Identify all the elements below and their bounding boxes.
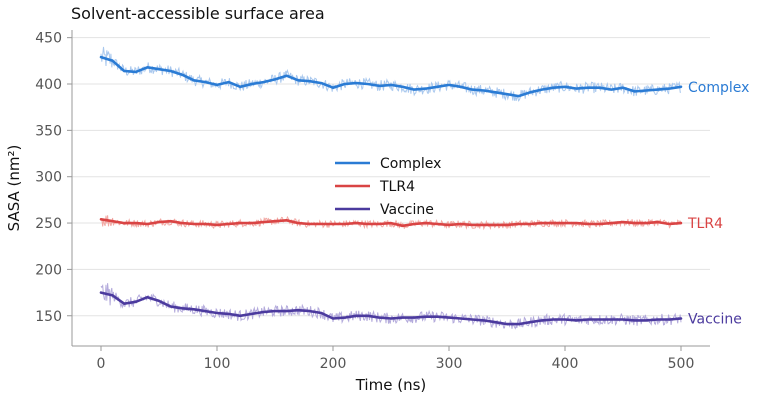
series-line-tlr4 [99,218,683,228]
raw-trace-complex [100,46,681,102]
end-label-vaccine: Vaccine [688,312,742,328]
axes [71,30,710,347]
legend-label-tlr4: TLR4 [379,179,415,195]
raw-trace-vaccine [100,283,682,330]
legend-label-complex: Complex [380,156,441,172]
gridlines [72,37,710,317]
series-end-labels: Complex TLR4 Vaccine [687,80,749,328]
legend-label-vaccine: Vaccine [380,202,434,218]
chart-title: Solvent-accessible surface area [71,4,325,23]
x-tick-label-0: 0 [97,356,106,372]
x-tick-label-5: 500 [668,356,695,372]
x-axis-label: Time (ns) [355,376,427,394]
series-line-complex [99,55,683,98]
y-tick-label-4: 350 [35,123,62,139]
y-ticks: 150 200 250 300 350 400 450 [35,31,72,325]
end-label-tlr4: TLR4 [687,216,723,232]
series-line-vaccine [99,291,683,326]
y-tick-label-0: 150 [35,309,62,325]
y-tick-label-5: 400 [35,77,62,93]
x-tick-label-2: 200 [320,356,347,372]
y-tick-label-3: 300 [35,170,62,186]
x-tick-label-4: 400 [552,356,579,372]
end-label-complex: Complex [688,80,749,96]
x-ticks: 0 100 200 300 400 500 [97,346,695,372]
y-tick-label-2: 250 [35,216,62,232]
y-tick-label-1: 200 [35,262,62,278]
series-lines [99,55,683,326]
legend: Complex TLR4 Vaccine [335,156,441,218]
y-axis-label: SASA (nm²) [5,145,23,232]
y-tick-label-6: 450 [35,31,62,47]
x-tick-label-3: 300 [436,356,463,372]
x-tick-label-1: 100 [204,356,231,372]
